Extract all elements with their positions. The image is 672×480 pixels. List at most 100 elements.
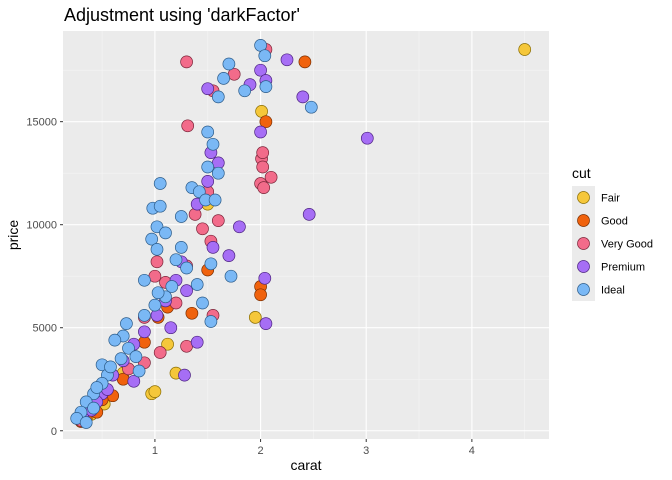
point-good xyxy=(185,306,199,320)
point-good xyxy=(259,115,273,129)
point-ideal xyxy=(201,125,215,139)
point-ideal xyxy=(196,296,209,310)
legend-label: Good xyxy=(601,216,628,228)
point-fair xyxy=(248,311,262,324)
point-premium xyxy=(302,208,316,221)
point-ideal xyxy=(150,243,164,256)
point-ideal xyxy=(108,333,122,347)
point-good xyxy=(298,55,312,69)
point-ideal xyxy=(204,315,218,328)
x-tick-label: 1 xyxy=(152,445,158,457)
point-premium xyxy=(296,90,310,104)
point-ideal xyxy=(222,57,236,71)
legend-label: Fair xyxy=(601,193,620,205)
point-ideal xyxy=(201,160,215,174)
point-ideal xyxy=(211,166,225,180)
point-very-good xyxy=(181,119,195,133)
point-premium xyxy=(254,63,267,77)
point-premium xyxy=(150,309,164,322)
point-very-good xyxy=(169,296,183,310)
point-ideal xyxy=(190,278,204,291)
point-premium xyxy=(201,175,215,188)
data-points xyxy=(70,39,532,429)
point-ideal xyxy=(224,269,238,283)
point-premium xyxy=(206,241,220,254)
point-ideal xyxy=(138,309,151,322)
point-very-good xyxy=(211,214,225,227)
point-ideal xyxy=(122,341,135,355)
point-fair xyxy=(161,337,174,351)
point-ideal xyxy=(204,257,218,271)
point-ideal xyxy=(145,232,159,246)
point-very-good xyxy=(196,222,209,236)
point-ideal xyxy=(132,364,146,378)
point-ideal xyxy=(174,241,188,254)
point-ideal xyxy=(211,90,225,104)
chart-title: Adjustment using 'darkFactor' xyxy=(64,5,300,25)
point-ideal xyxy=(180,261,193,275)
x-tick-label: 4 xyxy=(469,445,475,457)
point-ideal xyxy=(165,280,179,293)
point-ideal xyxy=(153,177,167,190)
legend-label: Ideal xyxy=(601,285,625,297)
x-axis-title: carat xyxy=(290,457,321,473)
point-very-good xyxy=(256,160,270,174)
point-ideal xyxy=(304,100,318,114)
point-very-good xyxy=(180,55,193,69)
point-ideal xyxy=(258,49,272,63)
point-ideal xyxy=(169,253,183,267)
point-ideal xyxy=(90,381,104,394)
point-ideal xyxy=(153,199,167,213)
point-ideal xyxy=(208,193,222,207)
point-premium xyxy=(360,131,374,145)
point-ideal xyxy=(151,286,165,300)
y-tick-label: 15000 xyxy=(26,117,57,129)
legend-title: cut xyxy=(572,165,591,181)
point-ideal xyxy=(206,137,220,151)
legend-label: Very Good xyxy=(601,239,653,251)
point-premium xyxy=(138,325,151,339)
point-premium xyxy=(222,249,236,262)
legend-key-very-good xyxy=(577,237,590,250)
point-very-good xyxy=(264,170,278,184)
y-axis-ticks: 0 5000 10000 15000 xyxy=(26,117,63,438)
y-tick-label: 10000 xyxy=(26,220,57,232)
point-very-good xyxy=(180,339,193,353)
legend-label: Premium xyxy=(601,262,645,274)
point-good xyxy=(254,288,267,302)
point-ideal xyxy=(238,84,252,98)
point-very-good xyxy=(188,208,202,221)
point-premium xyxy=(233,220,246,234)
y-axis-title: price xyxy=(5,220,21,251)
x-tick-label: 2 xyxy=(258,445,264,457)
point-ideal xyxy=(114,352,128,365)
point-premium xyxy=(180,284,193,297)
point-very-good xyxy=(256,146,270,159)
point-ideal xyxy=(79,416,93,429)
y-tick-label: 0 xyxy=(51,426,57,438)
point-fair xyxy=(518,43,532,56)
legend-key-fair xyxy=(577,191,590,204)
legend: cut Fair Good Very Good Premium Ideal xyxy=(572,165,653,301)
point-premium xyxy=(127,374,141,388)
point-ideal xyxy=(104,360,117,374)
legend-key-premium xyxy=(577,260,590,273)
point-ideal xyxy=(217,72,230,85)
point-premium xyxy=(254,125,267,139)
point-premium xyxy=(258,271,272,285)
point-premium xyxy=(201,82,215,96)
point-ideal xyxy=(138,273,151,287)
point-ideal xyxy=(259,80,273,93)
point-premium xyxy=(259,317,273,330)
legend-key-good xyxy=(577,214,590,227)
point-very-good xyxy=(257,181,271,194)
point-ideal xyxy=(120,317,133,330)
x-tick-label: 3 xyxy=(363,445,369,457)
point-ideal xyxy=(129,350,143,363)
point-ideal xyxy=(159,226,172,240)
y-tick-label: 5000 xyxy=(33,323,57,335)
x-axis-ticks: 1 2 3 4 xyxy=(152,439,475,457)
point-premium xyxy=(280,53,294,67)
point-very-good xyxy=(150,255,164,269)
